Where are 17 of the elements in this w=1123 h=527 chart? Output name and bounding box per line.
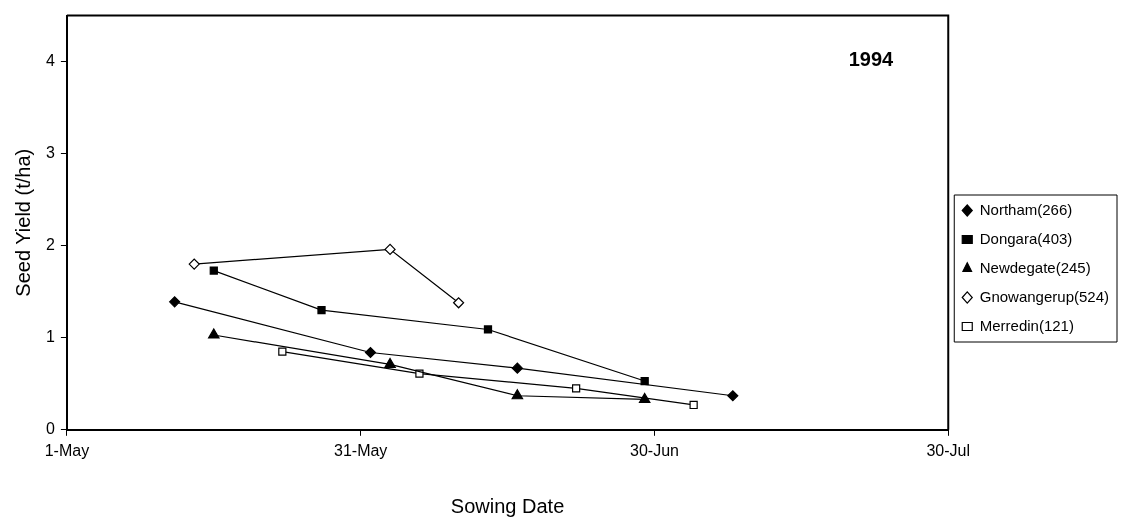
y-tick-label: 3 [45, 144, 55, 162]
legend-label: Merredin(121) [979, 316, 1074, 334]
y-axis-title: Seed Yield (t/ha) [11, 148, 34, 297]
x-tick-label: 30-Jul [926, 441, 971, 459]
text: 1994 [848, 48, 895, 71]
x-axis-title: Sowing Date [450, 494, 565, 517]
legend-label: Newdegate(245) [979, 258, 1091, 276]
legend-label: Dongara(403) [979, 229, 1073, 247]
x-tick-label: 1-May [44, 441, 90, 459]
x-tick-label: 30-Jun [630, 441, 679, 459]
x-tick-label: 31-May [334, 441, 388, 459]
y-tick-label: 1 [45, 328, 55, 346]
y-tick-label: 0 [45, 420, 55, 438]
legend-label: Northam(266) [979, 200, 1073, 218]
legend-label: Gnowangerup(524) [979, 287, 1110, 305]
y-tick-label: 2 [45, 236, 55, 254]
y-tick-label: 4 [45, 52, 55, 70]
